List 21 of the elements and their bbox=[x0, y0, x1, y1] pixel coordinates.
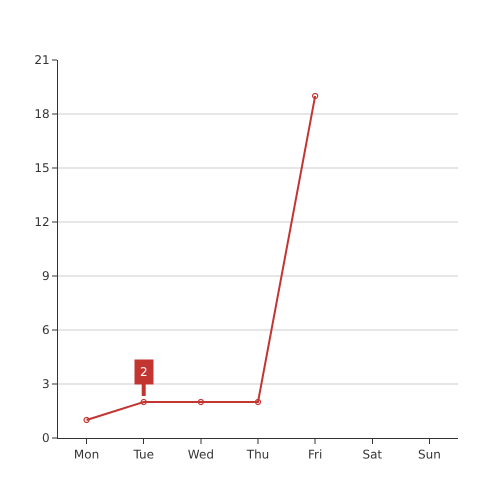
y-tick-label: 12 bbox=[34, 215, 50, 230]
x-tick-label: Thu bbox=[246, 447, 270, 462]
y-tick-label: 9 bbox=[42, 269, 50, 284]
annotation: 2 bbox=[140, 365, 148, 379]
point bbox=[83, 416, 90, 424]
point bbox=[140, 398, 147, 406]
y-tick-label: 15 bbox=[34, 161, 50, 176]
y-tick-label: 21 bbox=[34, 53, 50, 68]
x-tick-label: Sat bbox=[362, 447, 382, 462]
x-tick-label: Tue bbox=[132, 447, 154, 462]
x-tick-label: Fri bbox=[308, 447, 322, 462]
y-tick-label: 6 bbox=[42, 323, 50, 338]
y-tick-label: 18 bbox=[34, 107, 50, 122]
x-tick-label: Wed bbox=[188, 447, 214, 462]
point bbox=[312, 92, 318, 100]
y-tick-label: 3 bbox=[42, 377, 50, 392]
point bbox=[198, 398, 204, 406]
y-tick-label: 0 bbox=[42, 431, 50, 446]
x-tick-label: Mon bbox=[74, 447, 100, 462]
x-tick-label: Sun bbox=[418, 447, 441, 462]
point bbox=[254, 398, 262, 406]
